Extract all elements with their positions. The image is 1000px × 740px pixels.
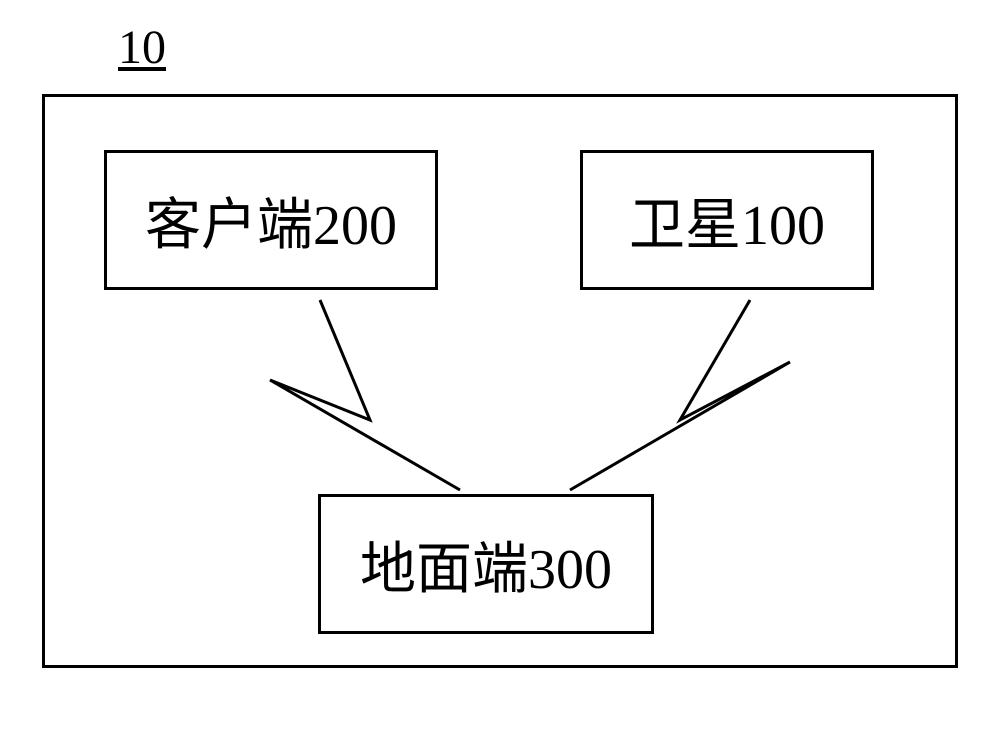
client-box: 客户端200 [104, 150, 438, 290]
diagram-reference-label: 10 [118, 20, 166, 75]
client-label: 客户端200 [145, 180, 397, 261]
satellite-box: 卫星100 [580, 150, 874, 290]
ground-label: 地面端300 [360, 524, 612, 605]
ground-box: 地面端300 [318, 494, 654, 634]
satellite-label: 卫星100 [629, 180, 825, 261]
